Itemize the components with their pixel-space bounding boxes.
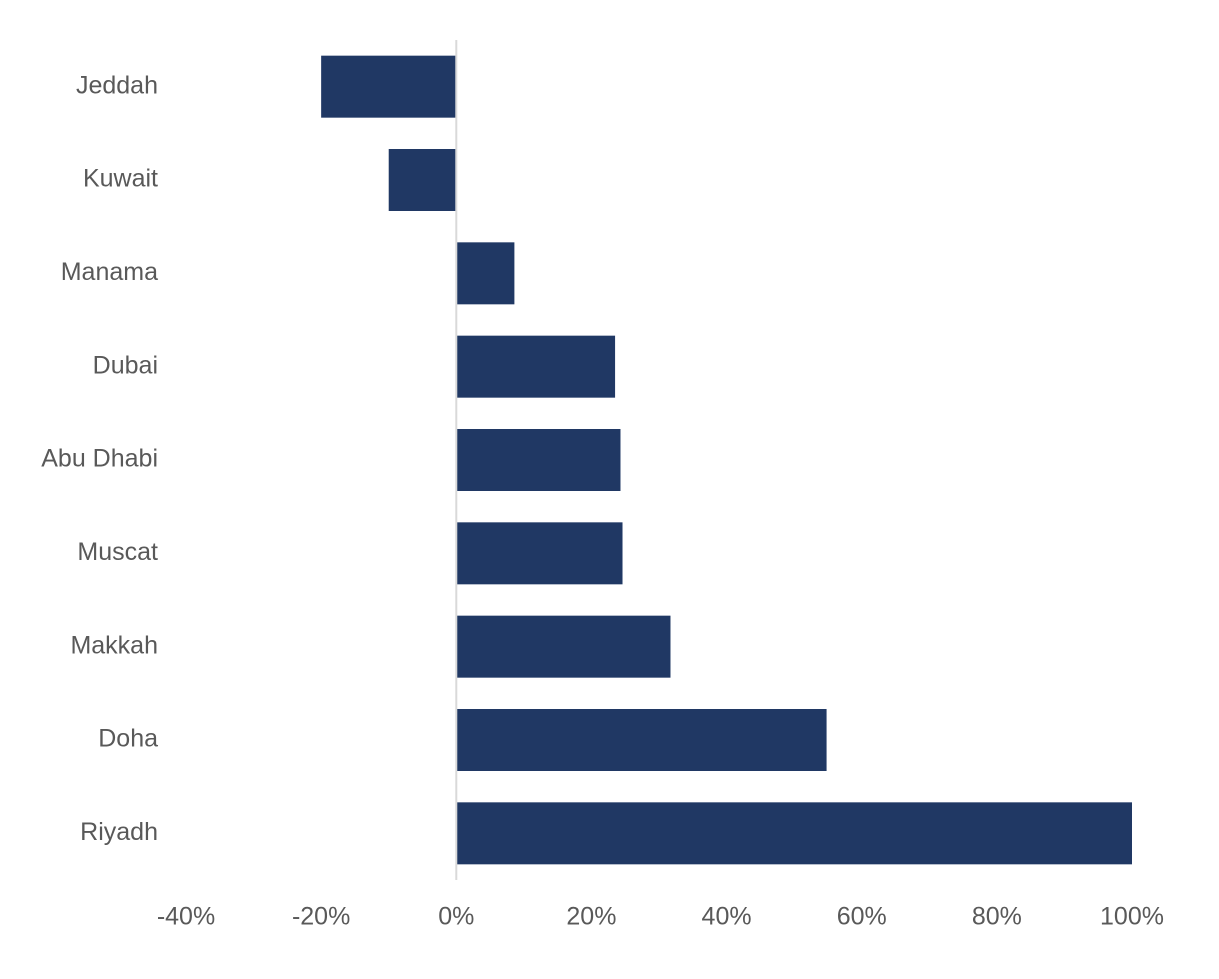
x-tick-label: -20%	[292, 903, 350, 931]
y-tick-label: Doha	[98, 725, 158, 753]
x-tick-label: 20%	[566, 903, 616, 931]
x-tick-label: -40%	[157, 903, 215, 931]
bar	[321, 55, 457, 118]
bar	[456, 335, 616, 398]
y-tick-label: Makkah	[70, 631, 158, 659]
x-tick-label: 100%	[1100, 903, 1164, 931]
bar	[456, 802, 1132, 865]
y-tick-label: Abu Dhabi	[41, 445, 158, 473]
x-tick-label: 80%	[972, 903, 1022, 931]
y-tick-label: Dubai	[93, 351, 158, 379]
y-tick-label: Manama	[61, 258, 158, 286]
y-tick-label: Riyadh	[80, 818, 158, 846]
x-tick-label: 0%	[438, 903, 474, 931]
y-tick-label: Jeddah	[76, 71, 158, 99]
y-tick-label: Kuwait	[83, 165, 158, 193]
y-tick-label: Muscat	[77, 538, 158, 566]
x-tick-label: 60%	[837, 903, 887, 931]
x-tick-label: 40%	[702, 903, 752, 931]
bar	[456, 242, 515, 305]
bar	[456, 615, 671, 678]
bar	[456, 522, 623, 585]
bar	[456, 709, 827, 771]
bar	[456, 429, 621, 491]
bar	[388, 149, 457, 211]
